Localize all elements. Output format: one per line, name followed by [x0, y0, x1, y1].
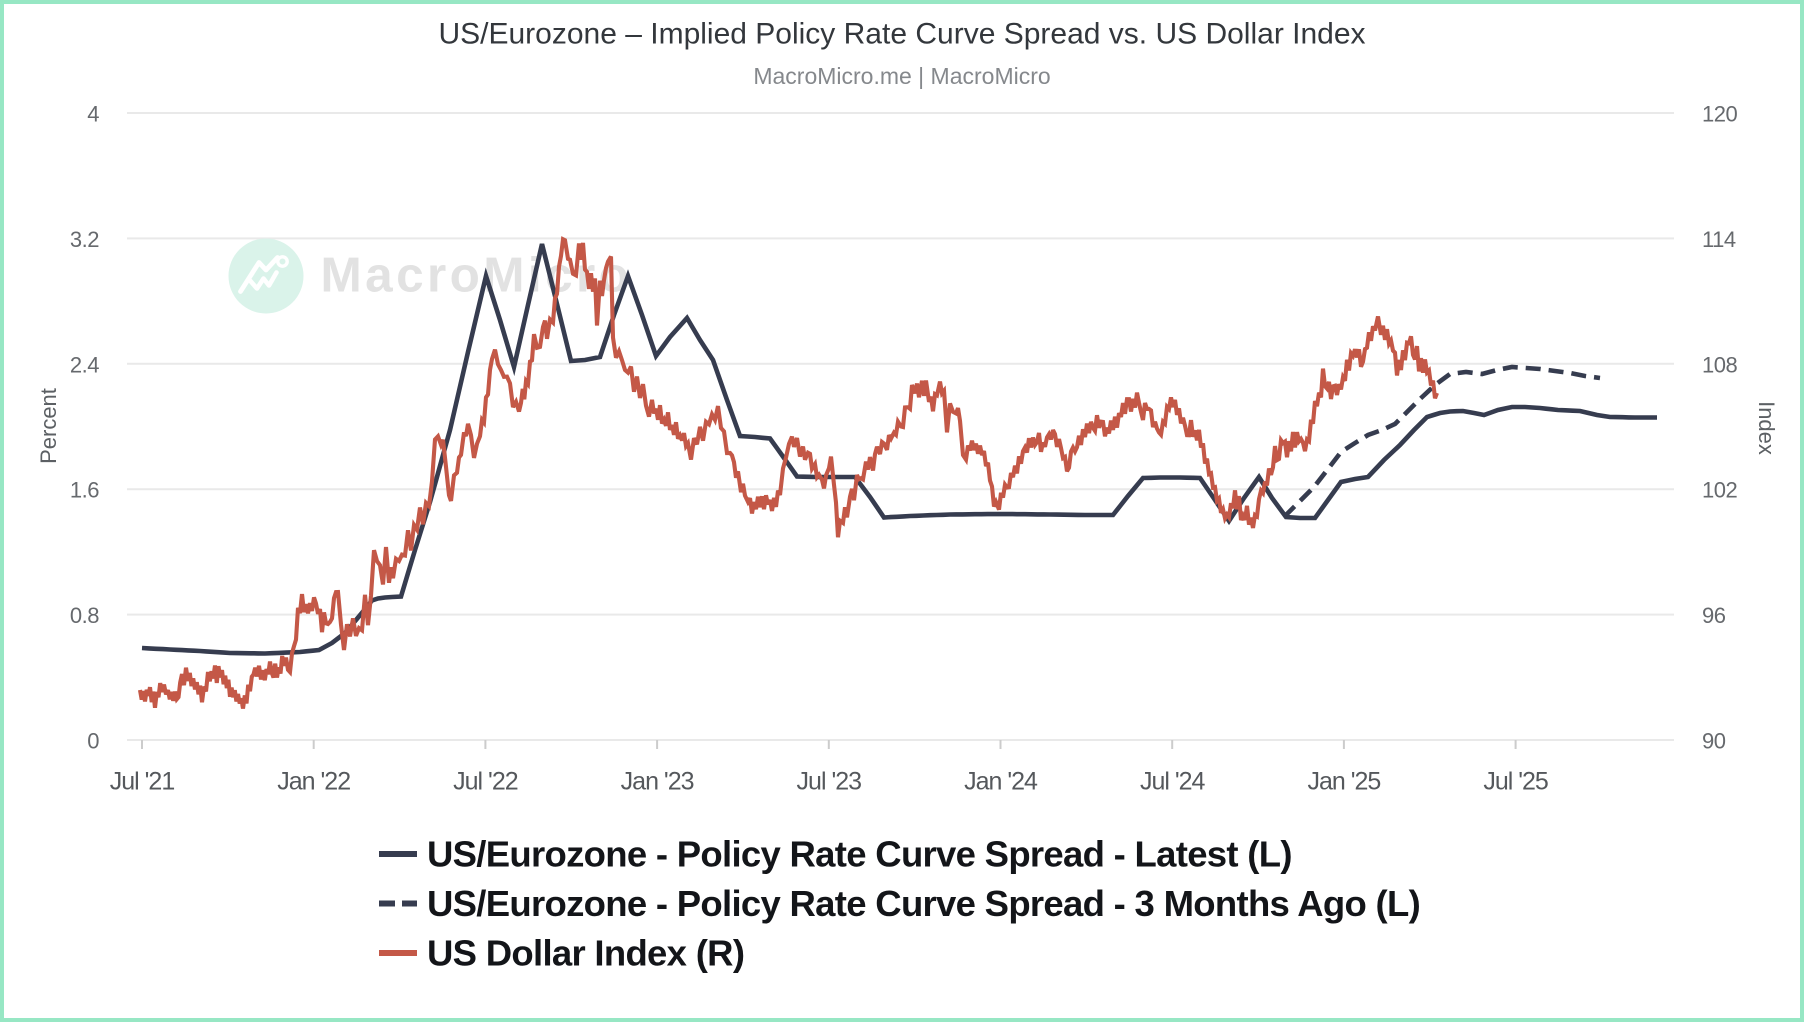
svg-text:0.8: 0.8: [70, 603, 99, 628]
svg-text:4: 4: [87, 102, 99, 127]
svg-text:3.2: 3.2: [70, 227, 99, 252]
svg-text:US Dollar Index (R): US Dollar Index (R): [427, 933, 744, 974]
svg-text:US/Eurozone - Policy Rate Curv: US/Eurozone - Policy Rate Curve Spread -…: [427, 834, 1292, 875]
svg-text:Jul '23: Jul '23: [797, 768, 862, 796]
svg-text:102: 102: [1702, 478, 1737, 503]
svg-text:US/Eurozone - Policy Rate Curv: US/Eurozone - Policy Rate Curve Spread -…: [427, 883, 1420, 924]
svg-text:US/Eurozone – Implied Policy R: US/Eurozone – Implied Policy Rate Curve …: [438, 18, 1365, 51]
svg-text:90: 90: [1702, 729, 1726, 754]
svg-text:2.4: 2.4: [70, 352, 99, 377]
svg-text:96: 96: [1702, 603, 1726, 628]
svg-text:0: 0: [87, 729, 99, 754]
svg-text:1.6: 1.6: [70, 478, 99, 503]
svg-text:MacroMicro.me | MacroMicro: MacroMicro.me | MacroMicro: [753, 63, 1050, 89]
svg-text:Jul '25: Jul '25: [1483, 768, 1548, 796]
svg-text:Jan '23: Jan '23: [621, 768, 694, 796]
svg-text:114: 114: [1702, 227, 1736, 252]
svg-text:Jul '24: Jul '24: [1140, 768, 1206, 796]
svg-text:Jan '22: Jan '22: [277, 768, 350, 796]
svg-text:120: 120: [1702, 102, 1737, 127]
svg-text:Jul '21: Jul '21: [110, 768, 175, 796]
svg-text:Jan '24: Jan '24: [964, 768, 1038, 796]
svg-text:Jul '22: Jul '22: [453, 768, 518, 796]
svg-text:Index: Index: [1754, 401, 1779, 455]
svg-text:Jan '25: Jan '25: [1307, 768, 1380, 796]
svg-text:Percent: Percent: [36, 388, 61, 464]
svg-text:108: 108: [1702, 352, 1737, 377]
